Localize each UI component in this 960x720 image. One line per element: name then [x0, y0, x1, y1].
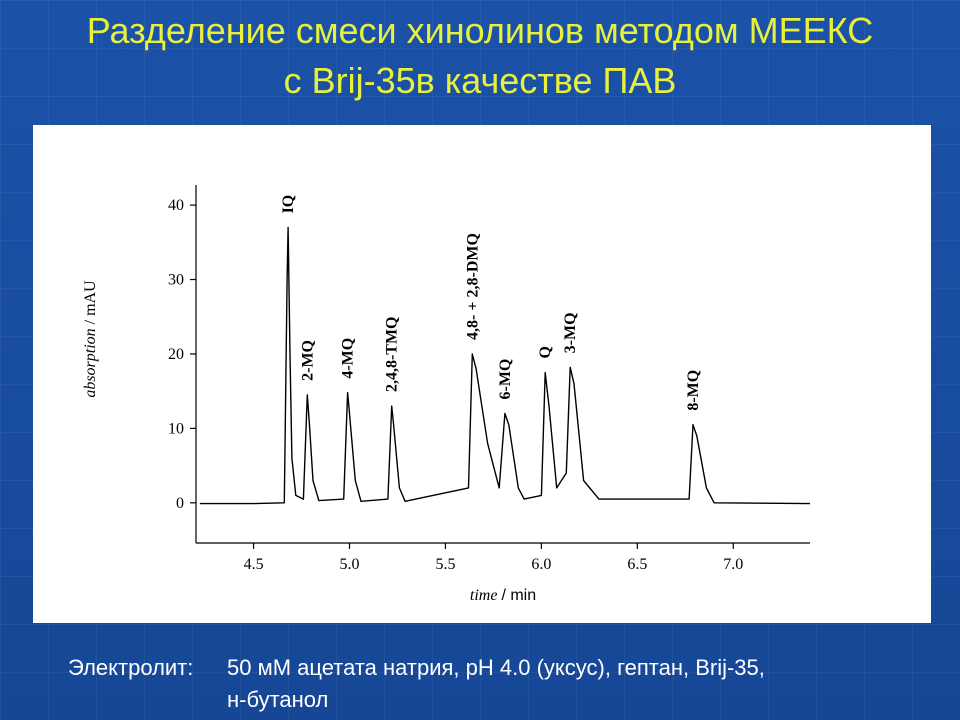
peak-label: 2-MQ — [299, 340, 316, 381]
peak-label: 8-MQ — [685, 370, 702, 411]
x-tick-label: 4.5 — [244, 556, 264, 573]
trace — [199, 226, 811, 505]
peak-label: 4,8- + 2,8-DMQ — [464, 233, 481, 340]
x-axis-label: time / min — [470, 587, 536, 604]
x-axis-term: time — [470, 587, 498, 604]
y-tick-label: 10 — [168, 420, 184, 437]
peak-label: IQ — [280, 195, 297, 214]
x-axis-unit: / min — [501, 587, 536, 604]
chart-panel: 0 10 20 30 40 4.5 5.0 5.5 6.0 6.5 7.0 time / min abs… — [33, 125, 931, 623]
y-tick-label: 0 — [176, 495, 184, 512]
peak-label: 6-MQ — [497, 359, 514, 400]
title: с Brij-35в качестве ПАВ — [283, 60, 677, 101]
chart: 0 10 20 30 40 4.5 5.0 5.5 6.0 6.5 7.0 time / min abs… — [82, 185, 811, 604]
title: Разделение смеси хинолинов методом МЕЕКС — [86, 10, 874, 51]
x-tick-label: 6.0 — [531, 556, 551, 573]
footer-text: н-бутанол — [227, 687, 329, 712]
y-axis-term: absorption — [82, 328, 99, 397]
x-tick-label: 7.0 — [723, 556, 743, 573]
peak-label: 3-MQ — [562, 312, 579, 353]
footer-text: 50 мМ ацетата натрия, рН 4.0 (уксус), ге… — [227, 655, 765, 680]
peak-label: 4-MQ — [340, 338, 357, 379]
x-tick-label: 6.5 — [627, 556, 647, 573]
peak-label: 2,4,8-TMQ — [384, 317, 401, 393]
y-tick-label: 20 — [168, 346, 184, 363]
peak-label: Q — [537, 346, 554, 358]
y-axis-unit: / mAU — [82, 280, 99, 324]
y-axis-label: absorption / mAU — [82, 280, 99, 398]
y-tick-label: 40 — [168, 197, 184, 214]
y-tick-label: 30 — [168, 272, 184, 289]
x-tick-label: 5.0 — [340, 556, 360, 573]
footer-label: Электролит: — [68, 655, 194, 680]
x-tick-label: 5.5 — [435, 556, 455, 573]
